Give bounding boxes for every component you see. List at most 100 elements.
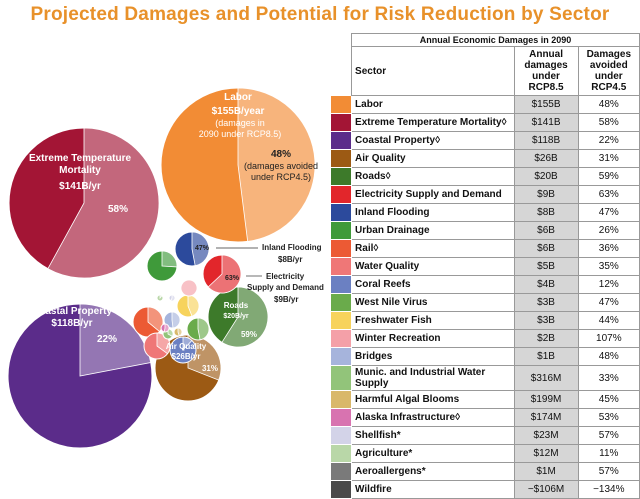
roads-avoided-slice [221,286,269,348]
color-swatch [329,408,353,427]
extreme-labels: Extreme Temperature Mortality $141B/yr 5… [29,153,132,215]
damages-cell: $6B [513,221,579,240]
color-swatch [329,113,353,132]
roads-value: $20B/yr [223,313,249,320]
labor-avoided-slice [237,87,316,242]
avoided-cell: 57% [577,426,640,445]
roads-bubble [207,286,269,348]
extreme-name-1: Extreme Temperature [29,153,132,164]
extreme-name-2: Mortality [59,165,101,176]
inland-name: Inland Flooding [262,243,322,252]
inland-flooding-avoided-slice [191,231,210,267]
color-swatch [329,444,353,463]
table-header-row: Sector Annual damages under RCP8.5 Damag… [331,46,640,96]
damages-cell: $23M [513,426,579,445]
electricity-pct: 63% [225,275,240,282]
table-row: Water Quality $5B 35% [329,257,640,276]
table-row: Agriculture* $12M 11% [329,444,640,463]
avoided-cell: 35% [577,257,640,276]
table-row: Aeroallergens* $1M 57% [329,462,640,481]
damages-cell: $9B [513,185,579,204]
color-swatch [329,131,353,150]
avoided-cell: 58% [577,113,640,132]
coral-reefs-avoided-slice [182,336,193,352]
table-row: Rail◊ $6B 36% [329,239,640,258]
labor-pct: 48% [271,149,291,160]
color-swatch [329,95,353,114]
winter-recreation-avoided-slice [180,279,198,297]
damages-cell: $1B [513,347,579,366]
roads-name: Roads [224,301,249,310]
inland-pct: 47% [195,245,210,252]
avoided-cell: 107% [577,329,640,348]
labor-value: $155B/year [212,106,265,117]
table-row: Winter Recreation $2B 107% [329,329,640,348]
table-super-header: Annual Economic Damages in 2090 [351,33,640,47]
air-pct: 31% [202,364,218,373]
coastal-pct: 22% [97,334,117,345]
avoided-cell: 59% [577,167,640,186]
damages-cell: $3B [513,293,579,312]
sector-cell: Water Quality [351,257,515,276]
shellfish-bubble [168,294,176,302]
alaska-infrastructure-avoided-slice [163,323,170,333]
sector-cell: Labor [351,95,515,114]
damages-cell: $12M [513,444,579,463]
roads-labels: Roads $20B/yr 59% [223,301,257,339]
sector-cell: Winter Recreation [351,329,515,348]
electricity-value: $9B/yr [274,295,298,304]
avoided-cell: 31% [577,149,640,168]
coastal-property-bubble [7,303,153,449]
sector-cell: Coastal Property◊ [351,131,515,150]
color-swatch [329,311,353,330]
header-avoided: Damages avoided under RCP4.5 [577,46,640,96]
avoided-cell: 48% [577,95,640,114]
agriculture-avoided-slice [159,294,163,300]
table-row: Air Quality $26B 31% [329,149,640,168]
bubble-chart: Labor $155B/year (damages in 2090 under … [7,87,324,449]
sector-cell: Wildfire [351,480,515,499]
roads-pct: 59% [241,330,257,339]
sector-cell: Bridges [351,347,515,366]
rail-avoided-slice [147,306,164,333]
color-swatch [329,221,353,240]
table-row: Freshwater Fish $3B 44% [329,311,640,330]
labor-pct-note1: (damages avoided [244,161,318,171]
sector-cell: Urban Drainage [351,221,515,240]
table-body: Annual Economic Damages in 2090 Sector A… [329,33,640,499]
color-swatch [329,329,353,348]
damages-cell: −$106M [513,480,579,499]
avoided-cell: 11% [577,444,640,463]
header-damages: Annual damages under RCP8.5 [513,46,579,96]
damages-cell: $20B [513,167,579,186]
color-swatch [329,462,353,481]
labor-note1: (damages in [215,118,265,128]
header-sector: Sector [351,46,515,96]
avoided-cell: 22% [577,131,640,150]
inland-labels: 47% Inland Flooding $8B/yr [195,243,322,264]
air-labels: Air Quality $26B/yr 31% [166,342,218,373]
table-row: Coastal Property◊ $118B 22% [329,131,640,150]
electricity-name-1: Electricity [266,272,305,281]
color-swatch [329,275,353,294]
color-swatch [329,239,353,258]
sector-cell: Rail◊ [351,239,515,258]
labor-labels: Labor $155B/year (damages in 2090 under … [199,92,318,182]
header-blank-2 [331,47,352,96]
color-swatch [329,167,353,186]
color-swatch [329,365,353,391]
sector-cell: Air Quality [351,149,515,168]
freshwater-fish-bubble [176,294,200,318]
sector-cell: Coral Reefs [351,275,515,294]
west-nile-virus-avoided-slice [197,317,210,341]
sector-cell: Roads◊ [351,167,515,186]
inland-value: $8B/yr [278,255,302,264]
damages-cell: $141B [513,113,579,132]
avoided-cell: 48% [577,347,640,366]
color-swatch [329,149,353,168]
urban-drainage-bubble [146,250,178,282]
color-swatch [329,257,353,276]
table-row: Shellfish* $23M 57% [329,426,640,445]
extreme-pct: 58% [108,204,128,215]
sector-cell: Inland Flooding [351,203,515,222]
